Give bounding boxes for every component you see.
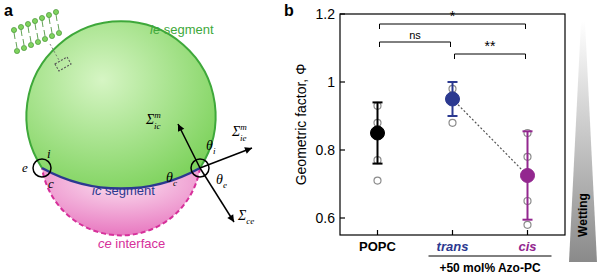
segment-label: ic segment [92, 183, 155, 198]
tension-arrow [200, 168, 234, 222]
ie-segment [26, 21, 215, 168]
lipid-tail [16, 42, 17, 48]
y-axis-label: Geometric factor, Φ [293, 64, 309, 186]
significance-label: * [450, 8, 456, 24]
lipid-tail [51, 27, 52, 33]
y-tick-label: 0.8 [316, 142, 336, 158]
tension-arrow [178, 124, 200, 168]
lipid-tail [42, 21, 43, 28]
significance-bracket [380, 42, 451, 47]
mean-point [521, 169, 535, 183]
point-label: e [22, 160, 28, 175]
y-tick [340, 217, 345, 218]
lipid-tail [44, 30, 45, 36]
lipid-head [49, 33, 54, 38]
panel-label: a [4, 2, 13, 19]
junction [33, 159, 51, 177]
segment-label: ie segment [150, 22, 214, 37]
y-tick [340, 149, 345, 150]
significance-label: ns [409, 29, 421, 41]
lipid-head [14, 48, 19, 53]
lipid-head [25, 21, 30, 26]
mean-point [371, 126, 385, 140]
lipid-head [39, 15, 44, 20]
lipid-head [56, 30, 61, 35]
lipid-tail [21, 30, 22, 37]
tension-label: Σmic [145, 110, 161, 130]
lipid-head [53, 9, 58, 14]
side-label: Wetting [576, 193, 590, 237]
tension-label: Σmie [231, 122, 247, 143]
y-tick-label: 1 [327, 74, 335, 90]
lipid-tail [28, 27, 29, 34]
x-tick-label: POPC [359, 239, 396, 254]
lipid-icon [11, 9, 61, 53]
replicate-point [524, 221, 531, 228]
diagram: a ie segment ic segment ce interface i e c Σmic… [4, 2, 254, 251]
x-tick [527, 230, 528, 235]
lipid-head [42, 36, 47, 41]
lipid-tail [49, 18, 50, 25]
zoom-box [55, 57, 71, 71]
lipid-tail [35, 24, 36, 31]
lipid-head [28, 42, 33, 47]
lipid-head [46, 12, 51, 17]
connector-line [453, 99, 528, 176]
tension-label: Σce [237, 208, 254, 226]
significance-bracket [380, 24, 526, 29]
lipid-tail [30, 36, 31, 42]
angle-label: θe [216, 172, 227, 190]
lipid-head [32, 18, 37, 23]
arrow-head [227, 214, 234, 222]
x-tick-label: cis [518, 239, 536, 254]
point-label: c [48, 176, 54, 191]
lipid-head [18, 24, 23, 29]
x-tick [377, 230, 378, 235]
chart: b 0.6 0.8 1 1.2 Geometric factor, Φ POPC trans c… [284, 2, 597, 275]
lipid-tail [58, 24, 59, 30]
panel-label: b [284, 2, 294, 19]
x-tick-label: trans [437, 239, 469, 254]
y-tick [340, 81, 345, 82]
y-tick [340, 13, 345, 14]
significance-label: ** [485, 38, 496, 54]
error-cap [448, 81, 458, 83]
segment-label: ce interface [98, 236, 165, 251]
significance-bracket [455, 54, 526, 59]
x-tick [452, 230, 453, 235]
lipid-tail [56, 15, 57, 22]
replicate-point [374, 177, 381, 184]
error-cap [523, 130, 533, 132]
error-cap [373, 101, 383, 103]
figure: a ie segment ic segment ce interface i e c Σmic… [0, 0, 600, 280]
replicate-point [449, 119, 456, 126]
y-tick-label: 0.6 [316, 210, 336, 226]
y-tick-label: 1.2 [316, 6, 336, 22]
error-cap [523, 219, 533, 221]
plot-area [371, 82, 535, 228]
lipid-head [11, 27, 16, 32]
lipid-tail [14, 33, 15, 40]
zoom-line [50, 44, 60, 62]
lipid-head [35, 39, 40, 44]
plot-frame [340, 14, 565, 235]
ie-region [26, 21, 215, 188]
error-cap [448, 115, 458, 117]
lipid-head [21, 45, 26, 50]
mean-point [446, 92, 460, 106]
wetting-wedge [569, 22, 597, 262]
group-label: +50 mol% Azo-PC [439, 261, 541, 275]
angle-label: θi [206, 138, 216, 156]
angle-label: θc [166, 170, 177, 188]
point-label: i [47, 146, 51, 161]
arrow-head [178, 124, 184, 132]
group-line [429, 256, 552, 257]
arrow-head [244, 147, 252, 154]
lipid-tail [37, 33, 38, 39]
lipid-tail [23, 39, 24, 45]
error-cap [373, 163, 383, 165]
